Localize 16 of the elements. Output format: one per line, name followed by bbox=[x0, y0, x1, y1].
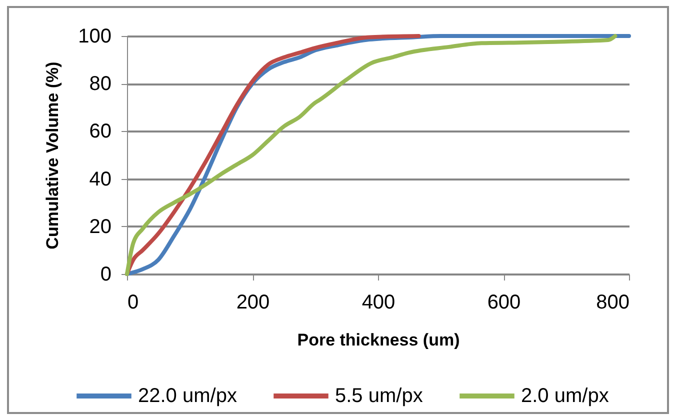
y-axis-title: Cumulative Volume (%) bbox=[43, 62, 62, 250]
y-tick-label: 20 bbox=[89, 216, 112, 238]
y-tick-label: 100 bbox=[78, 26, 112, 48]
legend-label: 2.0 um/px bbox=[521, 385, 609, 407]
y-tick-label: 60 bbox=[89, 120, 112, 143]
x-axis-title: Pore thickness (um) bbox=[297, 330, 460, 350]
x-tick-label: 200 bbox=[236, 292, 270, 314]
x-tick-label: 600 bbox=[487, 292, 521, 314]
x-tick-label: 800 bbox=[596, 292, 630, 314]
y-tick-label: 0 bbox=[100, 264, 112, 286]
legend-label: 22.0 um/px bbox=[138, 385, 237, 407]
y-tick-label: 80 bbox=[89, 73, 112, 96]
x-tick-label: 0 bbox=[128, 292, 139, 314]
x-tick-label: 400 bbox=[362, 292, 396, 314]
y-tick-label: 40 bbox=[89, 168, 112, 190]
legend-label: 5.5 um/px bbox=[335, 385, 423, 407]
